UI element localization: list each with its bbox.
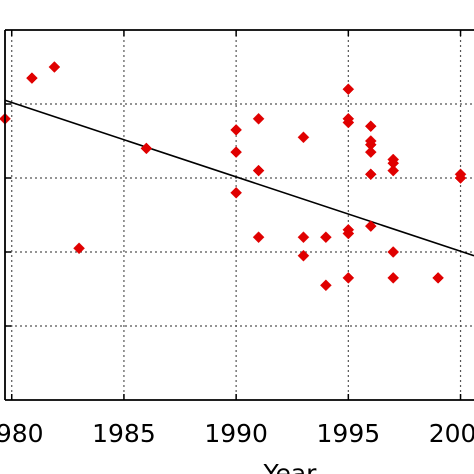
data-point xyxy=(297,131,310,144)
x-tick-label: 1995 xyxy=(317,419,381,448)
data-point xyxy=(297,231,310,244)
grid-lines xyxy=(5,30,474,400)
data-point xyxy=(252,164,265,177)
data-point xyxy=(48,61,61,73)
data-point xyxy=(252,112,265,125)
data-point xyxy=(342,116,355,129)
data-points xyxy=(0,61,467,292)
data-point xyxy=(230,146,242,158)
data-point xyxy=(342,83,355,96)
x-tick-label: 1990 xyxy=(204,419,268,448)
data-point xyxy=(364,220,377,232)
data-point xyxy=(342,227,355,240)
data-point xyxy=(364,146,377,158)
plot-frame xyxy=(4,29,474,401)
data-point xyxy=(252,231,265,244)
data-point xyxy=(387,164,400,177)
x-axis-title: Year xyxy=(263,459,318,474)
data-point xyxy=(297,249,310,262)
data-point xyxy=(73,242,85,255)
data-point xyxy=(320,279,332,292)
trend-line-group xyxy=(4,99,474,257)
data-point xyxy=(26,72,38,84)
x-tick-labels: 1980 1985 1990 1995 2000 xyxy=(0,30,474,448)
data-point xyxy=(454,172,467,184)
data-point xyxy=(140,142,153,155)
data-point xyxy=(320,231,332,244)
x-tick-label: 1985 xyxy=(92,419,156,448)
data-point xyxy=(364,120,377,133)
data-point xyxy=(364,168,377,181)
data-point xyxy=(342,272,355,284)
x-tick-label: 2000 xyxy=(429,419,474,448)
data-point xyxy=(230,186,242,199)
x-tick-label: 1980 xyxy=(0,419,44,448)
data-point xyxy=(432,272,444,284)
data-point xyxy=(387,246,400,258)
data-point xyxy=(387,272,400,284)
data-point xyxy=(230,124,242,136)
trend-line xyxy=(4,99,474,257)
